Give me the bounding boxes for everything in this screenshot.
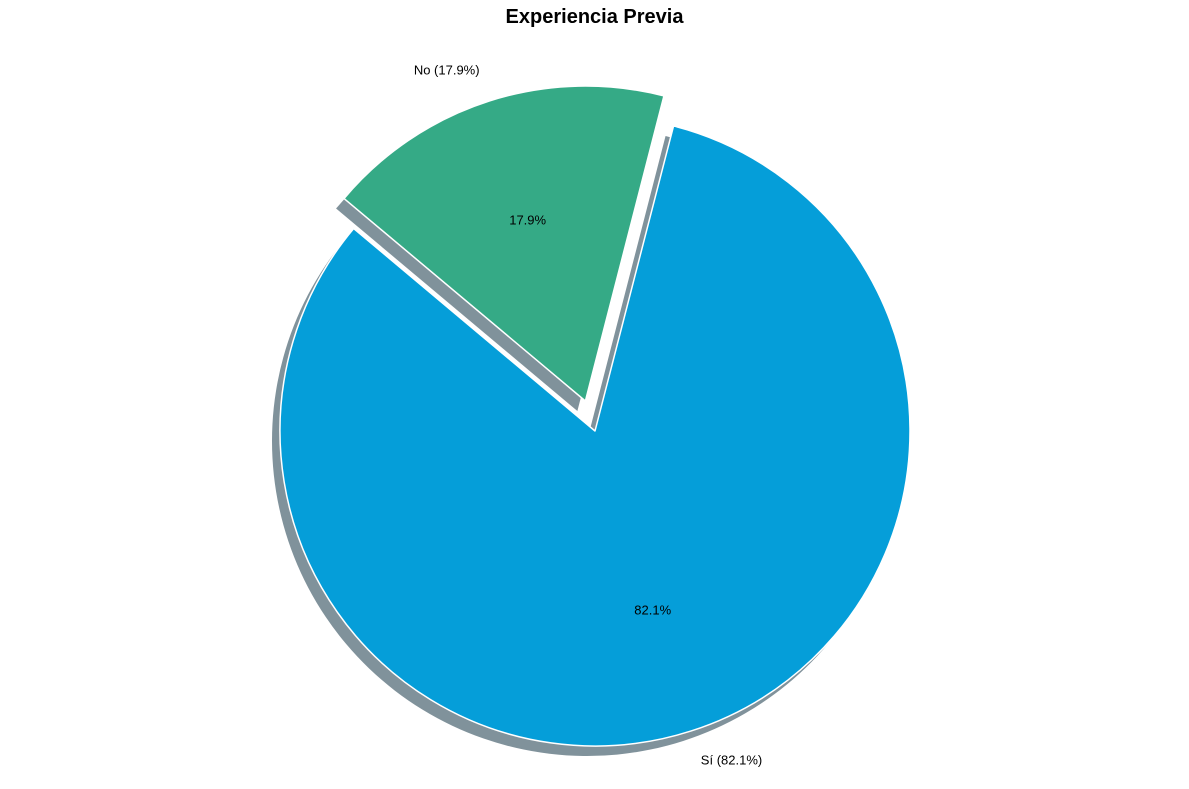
pie-slice-s	[279, 125, 911, 747]
pct-label-no: 17.9%	[509, 212, 546, 227]
pct-label-s: 82.1%	[634, 602, 671, 617]
pie-slice-no	[343, 85, 665, 402]
slice-label-no: No (17.9%)	[414, 62, 480, 77]
chart-title: Experiencia Previa	[505, 6, 684, 28]
pie-slice-layer	[279, 85, 911, 747]
slice-label-s: Sí (82.1%)	[701, 752, 762, 767]
pie-label-layer: Sí (82.1%) 82.1% No (17.9%) 17.9%	[414, 62, 762, 767]
